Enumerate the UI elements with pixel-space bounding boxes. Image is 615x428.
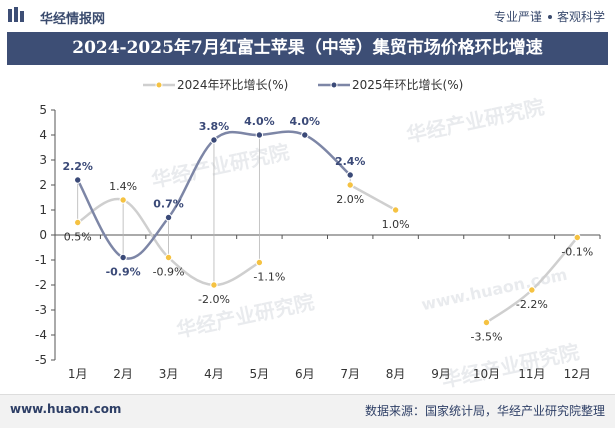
series-2025-point (210, 136, 218, 144)
series-2024-point (346, 181, 354, 189)
series-2025-point (164, 213, 173, 222)
footer: www.huaon.com 数据来源：国家统计局，华经产业研究院整理 (0, 394, 615, 428)
data-label-2024: -0.1% (561, 246, 593, 259)
y-tick-label: 2 (39, 178, 47, 192)
x-tick-label: 10月 (473, 367, 500, 381)
top-bar: 华经情报网 专业严谨 客观科学 (0, 0, 615, 32)
x-tick-label: 5月 (250, 367, 270, 381)
y-tick-label: 0 (39, 228, 47, 242)
x-tick-label: 8月 (386, 367, 406, 381)
x-tick-label: 3月 (159, 367, 179, 381)
legend-2024-label: 2024年环比增长(%) (177, 78, 288, 92)
logo-icon (8, 7, 24, 22)
data-label-2025: 4.0% (290, 115, 321, 128)
series-2024-point (482, 318, 491, 327)
x-tick-label: 9月 (431, 367, 451, 381)
x-tick-label: 1月 (68, 367, 88, 381)
y-tick-label: -1 (35, 253, 47, 267)
series-2024-point (210, 281, 218, 289)
y-tick-label: 5 (39, 103, 47, 117)
data-label-2025: 3.8% (199, 120, 230, 133)
legend-2024-marker (155, 81, 163, 89)
data-label-2024: -3.5% (470, 331, 502, 344)
chart-title: 2024-2025年7月红富士苹果（中等）集贸市场价格环比增速 (72, 38, 543, 58)
y-tick-label: -4 (35, 328, 47, 342)
series-2025-point (301, 131, 309, 139)
x-tick-label: 6月 (295, 367, 315, 381)
axes: 5 4 3 2 1 0 -1 -2 -3 -4 -5 1月 2月 3月 4月 5月 6月 7月 8月 9月 10月 11月… (35, 103, 601, 381)
data-label-2024: 2.0% (336, 193, 364, 206)
legend-2025-label: 2025年环比增长(%) (352, 78, 463, 92)
drop-lines (77, 135, 351, 285)
data-label-2024: 1.0% (382, 218, 410, 231)
data-label-2024: 0.5% (64, 231, 92, 244)
data-label-2024: -0.9% (153, 266, 185, 279)
series-2025-point (119, 253, 127, 262)
data-labels: 0.5% 1.4% -0.9% -2.0% -1.1% 2.0% 1.0% -3.5% -2.2… (62, 115, 593, 344)
series-2025-point (255, 131, 264, 139)
series-2024-point (255, 258, 264, 267)
line-chart: 2024年环比增长(%) 2025年环比增长(%) 5 4 3 2 1 0 -1 -2 -3 -4 -… (35, 78, 601, 381)
legend: 2024年环比增长(%) 2025年环比增长(%) (143, 78, 463, 92)
series-group (74, 130, 581, 327)
brand-name: 华经情报网 (40, 12, 106, 27)
data-label-2025: 2.4% (335, 155, 366, 168)
y-tick-label: -5 (35, 353, 47, 367)
series-2024-point (74, 218, 82, 227)
legend-2025-marker (330, 81, 338, 89)
title-bar: 2024-2025年7月红富士苹果（中等）集贸市场价格环比增速 (7, 32, 608, 65)
data-label-2024: -2.0% (198, 293, 230, 306)
data-label-2024: -1.1% (253, 271, 285, 284)
series-2024-point (119, 196, 127, 204)
data-label-2024: -2.2% (516, 298, 548, 311)
y-tick-label: 4 (39, 128, 47, 142)
series-2024-point (164, 253, 173, 262)
series-2024-point (391, 206, 400, 214)
footer-source: 数据来源：国家统计局，华经产业研究院整理 (364, 404, 605, 418)
x-tick-label: 12月 (564, 367, 591, 381)
x-tick-label: 7月 (340, 367, 360, 381)
series-2025-point (346, 171, 354, 179)
data-label-2025: 0.7% (153, 198, 184, 211)
tagline-left: 专业严谨 (493, 10, 542, 24)
tagline-right: 客观科学 (556, 10, 605, 24)
x-tick-label: 11月 (518, 367, 545, 381)
series-2024-point (573, 233, 581, 242)
data-label-2025: -0.9% (106, 266, 141, 279)
y-tick-label: -2 (35, 278, 47, 292)
data-label-2024: 1.4% (109, 180, 137, 193)
dot-separator-icon (547, 14, 552, 19)
y-tick-label: 3 (39, 153, 47, 167)
data-label-2025: 4.0% (244, 115, 275, 128)
series-2025-point (74, 176, 82, 184)
x-tick-label: 2月 (113, 367, 133, 381)
tagline: 专业严谨 客观科学 (494, 8, 605, 25)
y-tick-label: 1 (39, 203, 47, 217)
series-2024-point (528, 286, 536, 294)
footer-url: www.huaon.com (10, 402, 122, 416)
x-tick-label: 4月 (204, 367, 224, 381)
data-label-2025: 2.2% (62, 160, 93, 173)
y-tick-label: -3 (35, 303, 47, 317)
